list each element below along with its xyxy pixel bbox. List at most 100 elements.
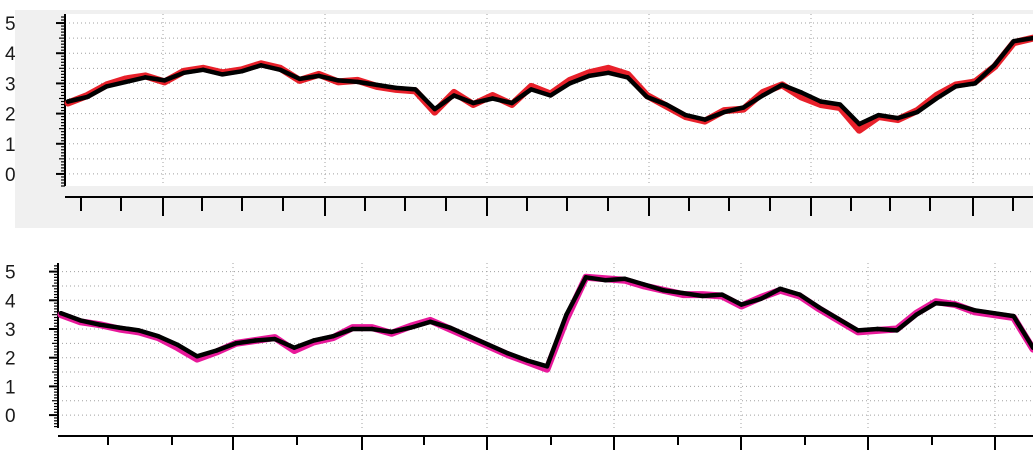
top-data-point <box>529 87 534 92</box>
bottom-data-point <box>564 312 569 317</box>
bottom-data-point <box>855 328 861 333</box>
top-data-point <box>992 63 997 68</box>
bottom-data-point <box>311 338 316 343</box>
bottom-y-tick-label: 1 <box>5 377 16 398</box>
bottom-data-point <box>78 318 83 323</box>
bottom-data-point <box>642 282 647 287</box>
bottom-data-point <box>1030 345 1033 350</box>
bottom-data-point <box>778 286 783 292</box>
top-y-tick-label: 3 <box>5 74 16 95</box>
top-y-tick-label: 1 <box>5 135 16 156</box>
top-data-point <box>702 117 708 122</box>
top-data-point <box>1030 35 1033 41</box>
top-data-point <box>915 109 920 115</box>
top-data-point <box>741 105 746 110</box>
top-data-point <box>374 82 379 88</box>
top-data-point <box>258 63 264 68</box>
bottom-data-point <box>136 328 141 333</box>
top-y-tick-label: 4 <box>5 44 16 65</box>
top-data-point <box>413 87 418 92</box>
bottom-data-point <box>797 292 802 297</box>
top-data-point <box>162 78 167 83</box>
top-data-point <box>606 70 611 76</box>
top-data-point <box>471 100 476 106</box>
bottom-data-point <box>233 341 239 346</box>
bottom-y-tick-label: 5 <box>5 263 16 284</box>
top-data-point <box>683 112 688 118</box>
bottom-data-point <box>467 333 472 339</box>
top-data-point <box>451 93 457 98</box>
bottom-data-point <box>972 308 977 313</box>
bottom-data-point <box>58 311 64 316</box>
top-data-point <box>65 99 71 104</box>
bottom-data-point <box>175 342 180 347</box>
bottom-data-point <box>603 278 608 283</box>
bottom-data-point <box>894 328 900 333</box>
bottom-data-point <box>739 302 744 307</box>
top-data-point <box>779 82 785 88</box>
top-data-point <box>239 69 244 74</box>
bottom-data-point <box>447 325 452 330</box>
top-data-point <box>432 106 437 112</box>
bottom-data-point <box>953 302 958 307</box>
bottom-data-point <box>369 326 375 332</box>
top-data-point <box>355 79 360 85</box>
top-data-point <box>220 72 225 77</box>
top-data-point <box>760 93 765 98</box>
top-data-point <box>143 75 148 80</box>
top-y-tick-label: 5 <box>5 14 16 35</box>
top-data-point <box>972 81 978 86</box>
top-data-point <box>953 84 958 89</box>
bottom-data-point <box>719 292 725 297</box>
top-data-point <box>297 76 302 82</box>
top-data-point <box>336 78 341 83</box>
bottom-y-tick-label: 0 <box>5 406 16 427</box>
bottom-data-point <box>292 345 297 350</box>
top-data-point <box>316 73 322 79</box>
bottom-data-point <box>1011 313 1016 319</box>
top-data-point <box>200 67 206 73</box>
bottom-data-point <box>583 275 589 280</box>
bottom-data-point <box>350 326 355 332</box>
bottom-data-point <box>933 300 938 306</box>
bottom-data-point <box>680 290 686 296</box>
bottom-y-tick-label: 3 <box>5 320 16 341</box>
top-data-point <box>876 112 881 118</box>
top-data-point <box>722 109 727 115</box>
bottom-data-point <box>253 338 258 343</box>
top-data-point <box>818 99 823 104</box>
bottom-y-tick-label: 2 <box>5 349 16 370</box>
bottom-data-point <box>622 276 627 281</box>
bottom-y-tick-label: 4 <box>5 291 16 312</box>
bottom-data-point <box>525 358 530 363</box>
bottom-data-point <box>117 325 122 330</box>
top-data-point <box>567 81 572 86</box>
bottom-data-point <box>700 293 705 299</box>
top-data-point <box>85 94 90 100</box>
top-data-point <box>895 115 901 121</box>
bottom-data-point <box>272 336 278 342</box>
bottom-data-point <box>505 351 511 356</box>
top-data-point <box>799 90 804 95</box>
bottom-data-point <box>836 316 841 322</box>
top-y-tick-label: 0 <box>5 165 16 186</box>
top-data-point <box>509 100 515 106</box>
bottom-data-point <box>486 342 491 347</box>
top-data-point <box>490 96 495 101</box>
bottom-data-point <box>389 329 394 335</box>
top-plot-area <box>65 14 1033 186</box>
top-data-point <box>857 121 862 127</box>
bottom-data-point <box>758 296 764 302</box>
top-data-point <box>664 102 669 107</box>
top-data-point <box>278 67 283 73</box>
top-data-point <box>548 93 553 98</box>
bottom-data-point <box>661 288 666 293</box>
top-data-point <box>393 85 399 91</box>
bottom-data-point <box>330 333 336 339</box>
top-data-point <box>1011 38 1016 44</box>
bottom-line-chart: 0 1 2 3 4 5 <box>5 263 1033 450</box>
bottom-data-point <box>816 305 822 310</box>
top-data-point <box>586 73 592 79</box>
bottom-data-point <box>156 333 161 339</box>
